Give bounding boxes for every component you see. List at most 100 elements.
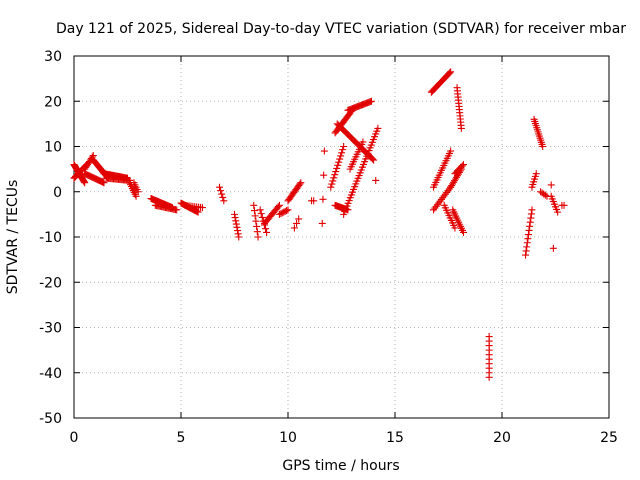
data-point xyxy=(234,230,242,238)
data-point xyxy=(81,179,89,187)
data-point xyxy=(217,187,225,195)
data-point xyxy=(451,224,459,232)
data-point xyxy=(527,214,535,222)
data-point xyxy=(232,217,240,225)
y-axis-label: SDTVAR / TECUs xyxy=(5,180,21,295)
data-point xyxy=(251,212,259,220)
data-point xyxy=(447,147,455,155)
data-point xyxy=(274,203,282,211)
x-tick-label: 15 xyxy=(386,430,404,446)
data-point xyxy=(258,213,266,221)
data-point xyxy=(254,233,262,241)
data-point xyxy=(328,180,336,188)
data-point xyxy=(318,219,326,227)
y-tick-label: -50 xyxy=(39,411,62,427)
data-points xyxy=(70,68,568,381)
data-point xyxy=(526,218,534,226)
data-point xyxy=(539,143,547,150)
data-point xyxy=(541,191,549,199)
data-point xyxy=(374,124,382,132)
y-tick-labels: -50 -40 -30 -20 -10 0 10 20 30 xyxy=(39,49,62,427)
x-tick-label: 20 xyxy=(493,430,511,446)
data-point xyxy=(554,208,562,216)
data-point xyxy=(275,201,283,209)
y-tick-label: -20 xyxy=(39,275,62,291)
data-point xyxy=(458,162,466,170)
data-point xyxy=(253,222,261,230)
data-point xyxy=(218,190,226,198)
data-point xyxy=(293,219,301,227)
data-point xyxy=(523,243,531,251)
data-point xyxy=(528,206,536,214)
y-tick-label: -10 xyxy=(39,230,62,246)
data-point xyxy=(263,228,271,236)
x-tick-label: 0 xyxy=(70,430,79,446)
data-point xyxy=(334,161,342,169)
data-point xyxy=(549,244,557,252)
data-point xyxy=(252,217,260,225)
data-point xyxy=(485,373,493,381)
data-point xyxy=(284,206,292,214)
data-point xyxy=(372,176,380,184)
y-tick-label: 0 xyxy=(53,185,62,201)
y-tick-label: -30 xyxy=(39,321,62,337)
data-point xyxy=(232,220,240,228)
data-point xyxy=(262,225,270,233)
data-point xyxy=(337,152,345,160)
data-point xyxy=(327,183,335,191)
y-tick-label: -40 xyxy=(39,366,62,382)
data-point xyxy=(368,155,376,163)
data-point xyxy=(310,197,318,205)
data-point xyxy=(134,188,142,196)
data-point xyxy=(257,210,265,218)
data-point xyxy=(457,124,465,132)
data-point xyxy=(88,153,96,161)
data-point xyxy=(173,206,181,214)
data-point xyxy=(253,228,261,236)
data-point xyxy=(339,146,347,154)
data-point xyxy=(524,235,532,243)
y-tick-label: 20 xyxy=(44,94,62,110)
x-tick-label: 10 xyxy=(279,430,297,446)
grid xyxy=(74,56,609,418)
data-point xyxy=(231,210,238,218)
data-point xyxy=(290,224,298,232)
data-point xyxy=(547,181,555,189)
data-point xyxy=(447,68,455,76)
data-point xyxy=(532,170,540,178)
data-point xyxy=(330,174,338,182)
data-point xyxy=(320,147,328,155)
data-point xyxy=(234,227,242,235)
data-point xyxy=(231,214,239,222)
chart-title: Day 121 of 2025, Sidereal Day-to-day VTE… xyxy=(56,21,626,37)
x-tick-label: 5 xyxy=(177,430,186,446)
data-point xyxy=(297,179,305,187)
data-point xyxy=(367,97,375,105)
data-point xyxy=(296,180,304,188)
data-point xyxy=(524,231,532,239)
data-point xyxy=(459,161,467,169)
data-point xyxy=(319,195,327,203)
data-point xyxy=(250,201,258,209)
data-point xyxy=(370,156,378,164)
x-tick-label: 25 xyxy=(600,430,618,446)
data-point xyxy=(233,223,241,231)
data-point xyxy=(216,183,224,191)
y-tick-label: 10 xyxy=(44,140,62,156)
axis-ticks xyxy=(73,55,610,419)
data-point xyxy=(525,226,533,234)
data-point xyxy=(522,251,530,259)
data-point xyxy=(320,171,328,179)
data-point xyxy=(523,239,531,247)
data-point xyxy=(256,206,264,214)
data-point xyxy=(219,193,227,201)
data-point xyxy=(100,179,108,187)
data-point xyxy=(522,247,530,255)
y-tick-label: 30 xyxy=(44,49,62,65)
data-point xyxy=(338,149,346,157)
data-point xyxy=(526,222,534,230)
data-point xyxy=(250,207,258,215)
data-point xyxy=(132,192,140,200)
data-point xyxy=(220,197,228,205)
